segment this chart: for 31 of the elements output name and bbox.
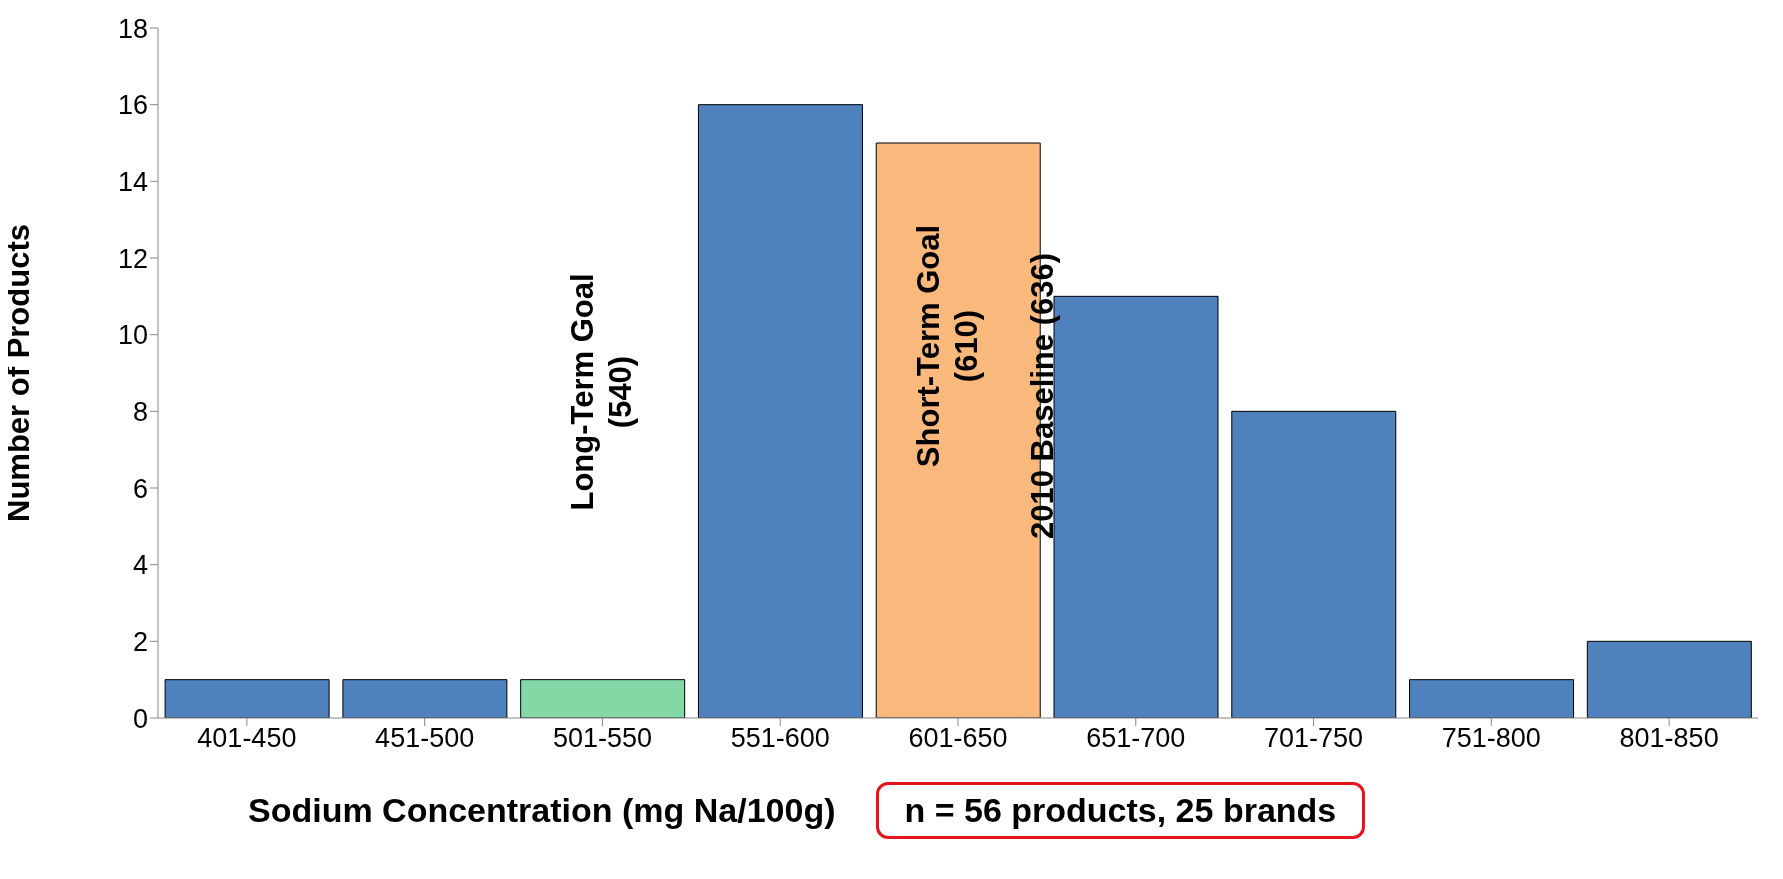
x-axis-title: Sodium Concentration (mg Na/100g) [248, 791, 836, 830]
x-tick-label: 751-800 [1441, 723, 1541, 754]
x-tick-label: 401-450 [197, 723, 297, 754]
y-tick-label: 0 [132, 703, 148, 734]
bar [1409, 679, 1575, 718]
y-tick-label: 10 [117, 320, 148, 351]
y-tick-label: 6 [132, 473, 148, 504]
x-tick-label: 601-650 [908, 723, 1008, 754]
annotation: Short-Term Goal (610) [910, 225, 985, 468]
annotation: Long-Term Goal (540) [564, 273, 640, 511]
x-tick-label: 451-500 [375, 723, 475, 754]
y-tick-label: 14 [117, 166, 148, 197]
bar [1231, 410, 1397, 718]
y-tick-label: 4 [132, 550, 148, 581]
y-tick-label: 18 [117, 13, 148, 44]
annotation: 2010 Baseline (636) [1024, 252, 1061, 540]
bar [697, 104, 863, 718]
x-tick-label: 501-550 [552, 723, 652, 754]
note-box: n = 56 products, 25 brands [875, 782, 1366, 839]
y-tick-label: 2 [132, 626, 148, 657]
bar [342, 679, 508, 718]
y-tick-label: 16 [117, 90, 148, 121]
y-tick-label: 12 [117, 243, 148, 274]
bar [520, 679, 686, 718]
x-tick-label: 701-750 [1264, 723, 1364, 754]
bar [164, 679, 330, 718]
x-tick-label: 801-850 [1619, 723, 1719, 754]
x-tick-label: 551-600 [730, 723, 830, 754]
x-tick-label: 651-700 [1086, 723, 1186, 754]
bar [1586, 640, 1752, 718]
y-tick-label: 8 [132, 396, 148, 427]
